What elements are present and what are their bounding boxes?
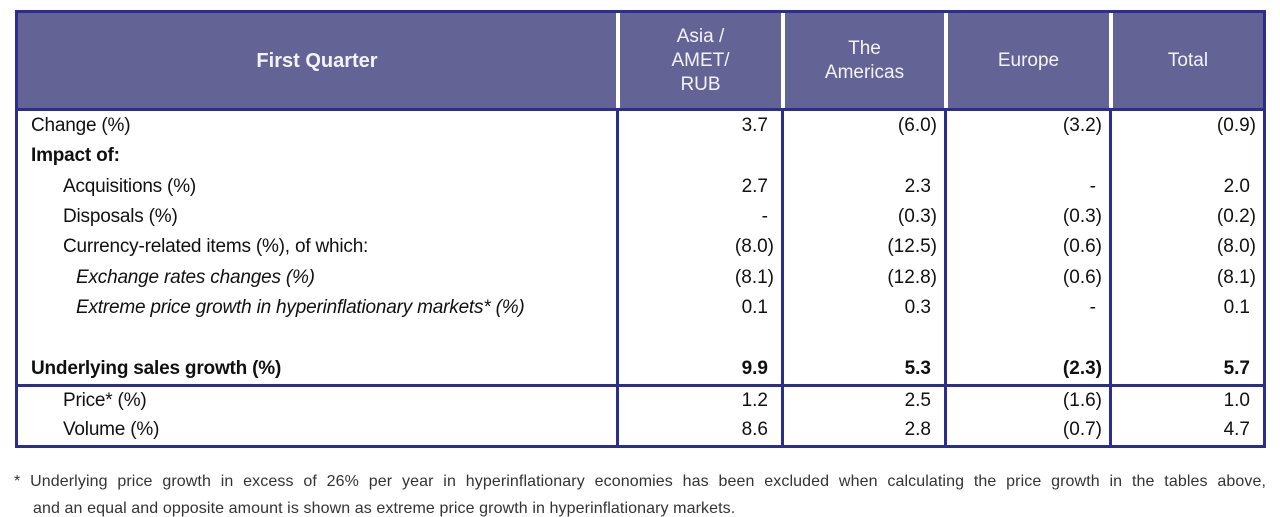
value-cell bbox=[781, 323, 944, 354]
value-cell: (12.5) bbox=[781, 232, 944, 263]
value-cell bbox=[1109, 323, 1263, 354]
value-cell: 9.9 bbox=[616, 353, 781, 384]
value-cell bbox=[944, 141, 1109, 172]
table-row: Price* (%) 1.2 2.5 (1.6) 1.0 bbox=[18, 386, 1263, 416]
table-header-row: First Quarter Asia / AMET/ RUB The Ameri… bbox=[18, 13, 1263, 111]
footnote: * Underlying price growth in excess of 2… bbox=[14, 468, 1266, 517]
column-header-europe: Europe bbox=[944, 13, 1109, 108]
footnote-line-2: and an equal and opposite amount is show… bbox=[33, 500, 736, 517]
table-title: First Quarter bbox=[256, 49, 378, 72]
value-cell bbox=[616, 323, 781, 354]
value-cell: (2.3) bbox=[944, 353, 1109, 384]
row-label: Impact of: bbox=[31, 145, 120, 167]
value-cell: (0.2) bbox=[1109, 201, 1263, 233]
value-cell: (6.0) bbox=[781, 111, 944, 142]
table-row: Extreme price growth in hyperinflationar… bbox=[18, 292, 1263, 324]
table-row: Exchange rates changes (%) (8.1) (12.8) (0.… bbox=[18, 262, 1263, 293]
value-cell: 5.3 bbox=[781, 353, 944, 384]
value-cell: 0.1 bbox=[616, 292, 781, 324]
value-cell: 3.7 bbox=[616, 111, 781, 142]
value-cell: (3.2) bbox=[944, 111, 1109, 142]
table-body-main: Change (%) 3.7 (6.0) (3.2) (0.9) Impact of: Ac… bbox=[18, 111, 1263, 384]
value-cell: (0.3) bbox=[781, 201, 944, 233]
table-row: Currency-related items (%), of which: (8.… bbox=[18, 232, 1263, 263]
value-cell: - bbox=[616, 201, 781, 233]
value-cell: (8.0) bbox=[1109, 232, 1263, 263]
value-cell: 1.0 bbox=[1109, 386, 1263, 416]
table-row: Volume (%) 8.6 2.8 (0.7) 4.7 bbox=[18, 415, 1263, 445]
value-cell: 5.7 bbox=[1109, 353, 1263, 384]
row-label: Disposals (%) bbox=[63, 206, 178, 228]
value-cell: 2.8 bbox=[781, 415, 944, 445]
table-row: Change (%) 3.7 (6.0) (3.2) (0.9) bbox=[18, 111, 1263, 142]
table-row bbox=[18, 323, 1263, 354]
value-cell: - bbox=[944, 171, 1109, 202]
value-cell: - bbox=[944, 292, 1109, 324]
value-cell: (12.8) bbox=[781, 262, 944, 293]
value-cell: (8.1) bbox=[1109, 262, 1263, 293]
row-label: Acquisitions (%) bbox=[63, 175, 197, 197]
value-cell: (1.6) bbox=[944, 386, 1109, 416]
row-label: Price* (%) bbox=[63, 390, 147, 412]
value-cell: 0.1 bbox=[1109, 292, 1263, 324]
row-label: Change (%) bbox=[31, 115, 131, 137]
value-cell: 0.3 bbox=[781, 292, 944, 324]
value-cell: 8.6 bbox=[616, 415, 781, 445]
table-row: Underlying sales growth (%) 9.9 5.3 (2.3) 5.… bbox=[18, 353, 1263, 384]
row-label: Currency-related items (%), of which: bbox=[63, 236, 369, 258]
column-header-the-americas: The Americas bbox=[781, 13, 944, 108]
value-cell: (0.9) bbox=[1109, 111, 1263, 142]
value-cell: 2.5 bbox=[781, 386, 944, 416]
value-cell: (8.1) bbox=[616, 262, 781, 293]
value-cell: (0.6) bbox=[944, 262, 1109, 293]
value-cell bbox=[1109, 141, 1263, 172]
value-cell: (0.6) bbox=[944, 232, 1109, 263]
row-label: Exchange rates changes (%) bbox=[76, 266, 315, 288]
first-quarter-results-table: First Quarter Asia / AMET/ RUB The Ameri… bbox=[15, 10, 1266, 448]
value-cell: (0.7) bbox=[944, 415, 1109, 445]
column-header-total: Total bbox=[1109, 13, 1263, 108]
value-cell: 2.7 bbox=[616, 171, 781, 202]
value-cell: (8.0) bbox=[616, 232, 781, 263]
table-body-price-volume: Price* (%) 1.2 2.5 (1.6) 1.0 Volume (%) 8.6 2.8… bbox=[18, 383, 1263, 445]
value-cell: 2.3 bbox=[781, 171, 944, 202]
value-cell: 2.0 bbox=[1109, 171, 1263, 202]
value-cell bbox=[944, 323, 1109, 354]
value-cell: 1.2 bbox=[616, 386, 781, 416]
table-row: Acquisitions (%) 2.7 2.3-2.0 bbox=[18, 171, 1263, 202]
value-cell bbox=[616, 141, 781, 172]
table-row: Impact of: bbox=[18, 141, 1263, 172]
row-label bbox=[18, 323, 616, 353]
row-label: Underlying sales growth (%) bbox=[31, 357, 282, 379]
table-row: Disposals (%) - (0.3) (0.3) (0.2) bbox=[18, 201, 1263, 233]
column-header-asia-amet-rub: Asia / AMET/ RUB bbox=[616, 13, 781, 108]
footnote-line-1: * Underlying price growth in excess of 2… bbox=[14, 473, 1266, 490]
value-cell: 4.7 bbox=[1109, 415, 1263, 445]
value-cell: (0.3) bbox=[944, 201, 1109, 233]
value-cell bbox=[781, 141, 944, 172]
row-label: Volume (%) bbox=[63, 419, 160, 441]
row-label: Extreme price growth in hyperinflationar… bbox=[76, 296, 525, 318]
